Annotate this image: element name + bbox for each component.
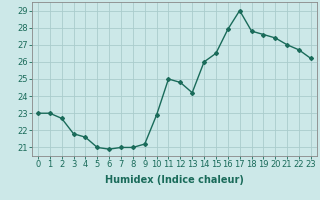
X-axis label: Humidex (Indice chaleur): Humidex (Indice chaleur) [105,175,244,185]
